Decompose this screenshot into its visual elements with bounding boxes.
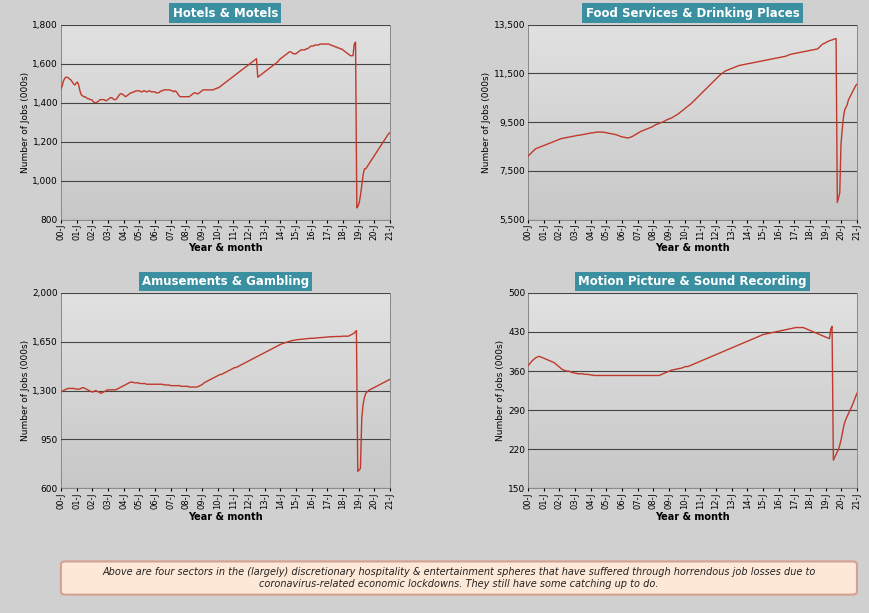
Text: Food Services & Drinking Places: Food Services & Drinking Places: [585, 7, 799, 20]
Text: Above are four sectors in the (largely) discretionary hospitality & entertainmen: Above are four sectors in the (largely) …: [103, 567, 814, 589]
X-axis label: Year & month: Year & month: [188, 243, 262, 253]
Y-axis label: Number of Jobs (000s): Number of Jobs (000s): [495, 340, 505, 441]
Text: Hotels & Motels: Hotels & Motels: [172, 7, 278, 20]
X-axis label: Year & month: Year & month: [654, 243, 729, 253]
Text: Amusements & Gambling: Amusements & Gambling: [142, 275, 308, 288]
X-axis label: Year & month: Year & month: [654, 512, 729, 522]
X-axis label: Year & month: Year & month: [188, 512, 262, 522]
Text: Motion Picture & Sound Recording: Motion Picture & Sound Recording: [578, 275, 806, 288]
Y-axis label: Number of Jobs (000s): Number of Jobs (000s): [21, 340, 30, 441]
Y-axis label: Number of Jobs (000s): Number of Jobs (000s): [481, 72, 490, 173]
Y-axis label: Number of Jobs (000s): Number of Jobs (000s): [21, 72, 30, 173]
